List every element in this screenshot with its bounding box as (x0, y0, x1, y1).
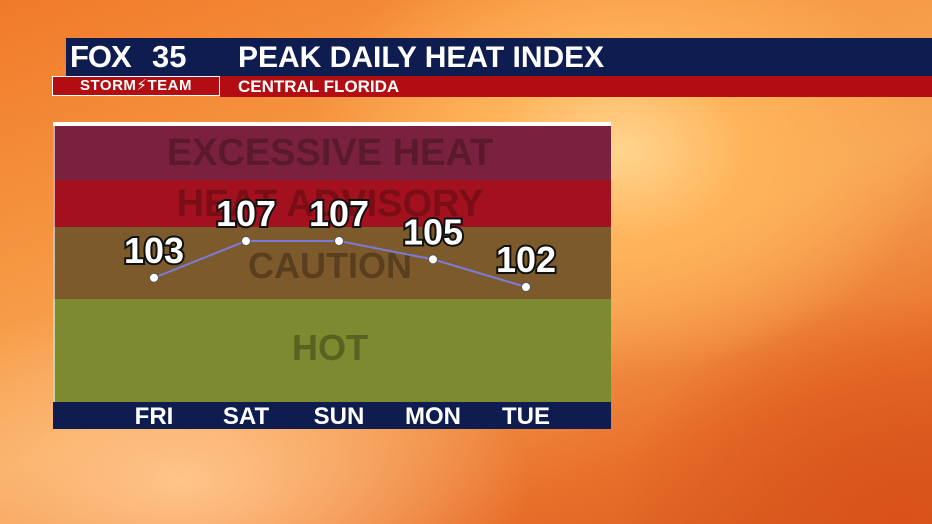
data-point-sat (241, 236, 251, 246)
band-hot (53, 299, 611, 402)
x-tick-label: TUE (502, 403, 550, 430)
fox35-logo: FOX 35 (66, 38, 206, 76)
title-bar: PEAK DAILY HEAT INDEX (206, 38, 932, 76)
band-label: EXCESSIVE HEAT (167, 132, 494, 174)
data-label-mon: 105 (403, 211, 463, 252)
data-point-tue (521, 282, 531, 292)
chart-top-border (53, 122, 611, 126)
data-label-sat: 107 (216, 193, 276, 234)
band-label: HOT (292, 327, 368, 368)
data-point-fri (149, 272, 159, 283)
data-label-sun: 107 (309, 193, 369, 234)
page-subtitle: CENTRAL FLORIDA (238, 77, 400, 96)
storm-team-badge: STORM⚡TEAM (52, 76, 220, 96)
logo-channel-number: 35 (152, 39, 187, 74)
data-point-mon (428, 254, 438, 265)
chart-left-edge (53, 126, 55, 402)
band-heat-advisory (53, 180, 611, 227)
band-excessive-heat (53, 126, 611, 180)
subtitle-bar: CENTRAL FLORIDA (220, 76, 932, 97)
data-label-tue: 102 (496, 239, 556, 280)
x-tick-label: SUN (314, 403, 365, 430)
logo-fox-text: FOX (70, 39, 132, 74)
band-caution (53, 227, 611, 299)
x-axis-bar (53, 402, 611, 429)
x-tick-label: SAT (223, 403, 270, 430)
x-tick-label: FRI (135, 403, 174, 430)
data-label-fri: 103 (124, 230, 184, 271)
x-tick-label: MON (405, 403, 461, 430)
band-label: CAUTION (248, 245, 412, 286)
data-point-sun (334, 236, 344, 246)
page-title: PEAK DAILY HEAT INDEX (238, 41, 605, 74)
band-label: HEAT ADVISORY (177, 183, 484, 225)
